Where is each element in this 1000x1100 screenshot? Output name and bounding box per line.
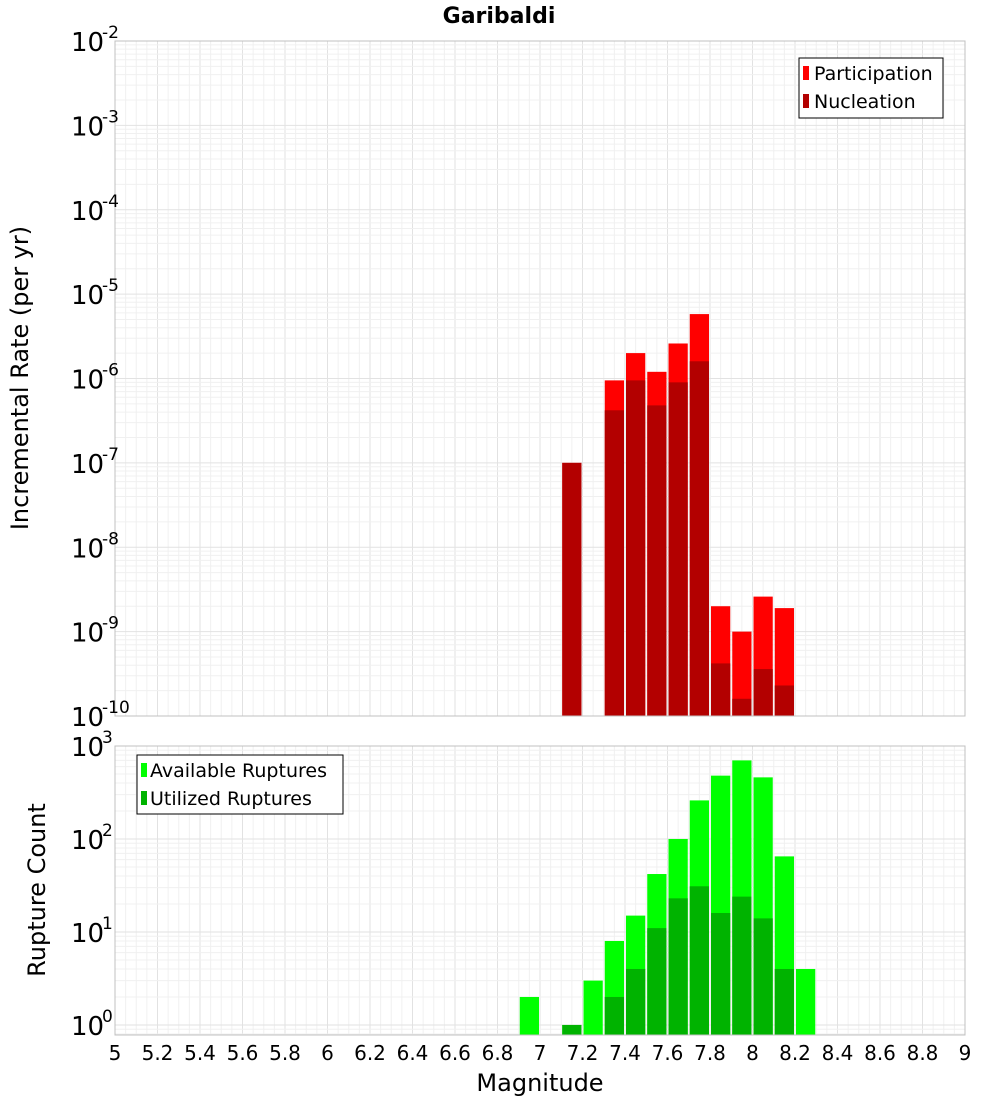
- bottom-y-tick-label: 10: [71, 733, 104, 763]
- top-bar-nucleation: [689, 361, 709, 716]
- x-tick-label: 9: [959, 1041, 972, 1065]
- top-y-tick-label: 10: [71, 281, 104, 311]
- bottom-y-tick-label: 10: [71, 919, 104, 949]
- top-y-tick-exponent: -2: [102, 23, 119, 43]
- top-y-tick-exponent: -5: [102, 276, 119, 296]
- top-y-tick-exponent: -6: [102, 361, 119, 381]
- top-y-tick-exponent: -4: [102, 192, 119, 212]
- top-bar-nucleation: [753, 669, 773, 716]
- x-tick-label: 8.2: [779, 1041, 811, 1065]
- bottom-bar-utilized-ruptures: [604, 996, 624, 1035]
- bottom-bars: [519, 760, 816, 1035]
- bottom-bar-utilized-ruptures: [774, 968, 794, 1035]
- top-bar-nucleation: [626, 380, 646, 716]
- top-bar-nucleation: [711, 663, 731, 716]
- bottom-legend: Available Ruptures Utilized Ruptures: [136, 754, 344, 815]
- top-plot-frame: [114, 40, 966, 717]
- bottom-y-tick-label: 10: [71, 1012, 104, 1042]
- x-tick-label: 6.8: [482, 1041, 514, 1065]
- x-tick-label: 6: [321, 1041, 334, 1065]
- x-ticks: 5 5.2 5.4 5.6 5.8 6 6.2 6.4 6.6 6.8 7 7.2 7.4 7.6 7.8 8…: [109, 1041, 972, 1065]
- top-y-tick-exponent: -7: [102, 445, 119, 465]
- legend-label-nucleation: Nucleation: [814, 91, 916, 113]
- top-y-tick-label: 10: [71, 28, 104, 58]
- legend-label-available: Available Ruptures: [150, 760, 327, 782]
- bottom-y-axis-label: Rupture Count: [23, 803, 51, 977]
- top-bar-nucleation: [562, 462, 582, 716]
- x-tick-label: 7: [534, 1041, 547, 1065]
- bottom-bar-utilized-ruptures: [689, 886, 709, 1035]
- bottom-y-tick-exponent: 0: [102, 1007, 113, 1027]
- legend-swatch-available: [141, 763, 147, 777]
- top-bar-nucleation: [668, 382, 688, 716]
- bottom-y-tick-exponent: 2: [102, 821, 113, 841]
- x-tick-label: 5.2: [142, 1041, 174, 1065]
- bottom-bar-available-ruptures: [796, 968, 816, 1035]
- top-y-tick-exponent: -8: [102, 529, 119, 549]
- legend-swatch-nucleation: [803, 94, 809, 108]
- bottom-bar-utilized-ruptures: [647, 928, 667, 1035]
- legend-label-participation: Participation: [814, 63, 933, 85]
- top-y-tick-label: 10: [71, 534, 104, 564]
- top-bar-participation: [732, 631, 752, 716]
- bottom-plot-frame: [114, 745, 966, 1036]
- chart-title: Garibaldi: [443, 4, 556, 29]
- top-grid: [114, 40, 966, 717]
- bottom-bar-utilized-ruptures: [626, 968, 646, 1035]
- x-tick-label: 8.8: [907, 1041, 939, 1065]
- x-tick-label: 5: [109, 1041, 122, 1065]
- bottom-bar-utilized-ruptures: [711, 912, 731, 1035]
- x-tick-label: 5.4: [184, 1041, 216, 1065]
- bottom-bar-utilized-ruptures: [668, 898, 688, 1035]
- bottom-legend-box: [136, 754, 344, 815]
- bottom-bar-available-ruptures: [583, 980, 603, 1035]
- x-axis-label: Magnitude: [476, 1069, 603, 1097]
- top-y-tick-label: 10: [71, 197, 104, 227]
- top-y-tick-label: 10: [71, 703, 104, 733]
- bottom-y-tick-label: 10: [71, 826, 104, 856]
- bottom-bar-utilized-ruptures: [732, 896, 752, 1035]
- x-tick-label: 8.4: [822, 1041, 854, 1065]
- x-tick-label: 5.6: [227, 1041, 259, 1065]
- x-tick-label: 7.8: [694, 1041, 726, 1065]
- top-legend-box: [798, 57, 944, 119]
- top-bar-nucleation: [732, 698, 752, 716]
- top-bar-nucleation: [604, 410, 624, 716]
- top-y-tick-label: 10: [71, 366, 104, 396]
- bottom-bar-available-ruptures: [519, 996, 539, 1035]
- top-y-tick-label: 10: [71, 112, 104, 142]
- x-tick-label: 5.8: [269, 1041, 301, 1065]
- top-legend: Participation Nucleation: [798, 57, 944, 119]
- bottom-y-tick-exponent: 1: [102, 914, 113, 934]
- x-tick-label: 8.6: [864, 1041, 896, 1065]
- x-tick-label: 6.6: [439, 1041, 471, 1065]
- x-tick-label: 7.6: [652, 1041, 684, 1065]
- top-y-tick-exponent: -10: [102, 698, 130, 718]
- x-tick-label: 6.2: [354, 1041, 386, 1065]
- x-tick-label: 7.4: [609, 1041, 641, 1065]
- bottom-bar-utilized-ruptures: [753, 918, 773, 1035]
- x-tick-label: 8: [746, 1041, 759, 1065]
- legend-swatch-utilized: [141, 791, 147, 805]
- x-tick-label: 6.4: [397, 1041, 429, 1065]
- top-bar-nucleation: [647, 405, 667, 716]
- legend-swatch-participation: [803, 66, 809, 80]
- top-y-tick-exponent: -3: [102, 107, 119, 127]
- x-tick-label: 7.2: [567, 1041, 599, 1065]
- bottom-y-tick-exponent: 3: [102, 728, 113, 748]
- bottom-bar-utilized-ruptures: [562, 1024, 582, 1035]
- top-y-axis-label: Incremental Rate (per yr): [6, 226, 34, 530]
- top-y-tick-exponent: -9: [102, 614, 119, 634]
- top-bars: [562, 314, 794, 716]
- top-bar-nucleation: [774, 685, 794, 716]
- legend-label-utilized: Utilized Ruptures: [150, 788, 312, 810]
- top-y-tick-label: 10: [71, 450, 104, 480]
- top-y-tick-label: 10: [71, 619, 104, 649]
